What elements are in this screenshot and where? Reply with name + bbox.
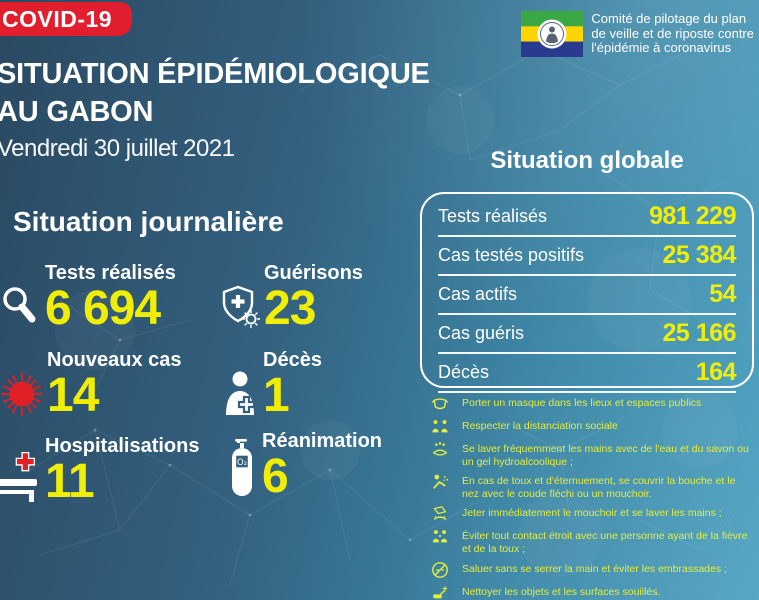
row-label: Cas actifs <box>438 284 518 304</box>
stat-tests-realises: Tests réalisés 6 694 <box>0 262 176 333</box>
committee-text-line2: de veille et de riposte contre <box>591 25 754 41</box>
covid-19-banner-label: COVID-19 <box>2 5 113 32</box>
covid-19-banner: COVID-19 <box>0 2 133 36</box>
table-row: Tests réalisés 981 229 <box>438 198 736 237</box>
stat-value: 11 <box>45 455 95 508</box>
measure-text: Nettoyer les objets et les surfaces soui… <box>462 585 661 598</box>
stat-value: 6 694 <box>45 282 161 335</box>
row-value: 54 <box>709 280 736 308</box>
list-item: Porter un masque dans les lieux et espac… <box>431 397 757 413</box>
shield-cross-virus-icon <box>222 285 261 329</box>
stat-nouveaux-cas: Nouveaux cas 14 <box>0 349 182 420</box>
measure-text: En cas de toux et d'éternuement, se couv… <box>462 475 736 500</box>
mask-icon <box>431 398 449 410</box>
list-item: Nettoyer les objets et les surfaces soui… <box>431 586 757 600</box>
committee-text-line1: Comité de pilotage du plan <box>591 10 747 26</box>
report-date: Vendredi 30 juillet 2021 <box>0 134 235 162</box>
measure-text: Éviter tout contact étroit avec une pers… <box>462 530 748 555</box>
row-label: Tests réalisés <box>438 206 548 226</box>
global-stats-table: Tests réalisés 981 229 Cas testés positi… <box>420 192 754 393</box>
hand-washing-icon <box>432 442 448 456</box>
stat-value: 23 <box>264 282 316 335</box>
prevention-measures-list: Porter un masque dans les lieux et espac… <box>431 397 757 600</box>
person-cross-icon <box>226 371 256 415</box>
tissue-disposal-icon <box>433 506 447 521</box>
cough-elbow-icon <box>433 474 449 490</box>
stat-label: Tests réalisés <box>45 262 176 284</box>
stat-label: Nouveaux cas <box>47 349 182 371</box>
measure-text: Porter un masque dans les lieux et espac… <box>462 397 702 409</box>
stat-value: 14 <box>47 369 99 422</box>
list-item: Éviter tout contact étroit avec une pers… <box>431 530 757 555</box>
oxygen-tank-icon: O₂ <box>232 439 252 496</box>
list-item: Saluer sans se serrer la main et éviter … <box>431 561 757 579</box>
gabon-flag-seal-logo <box>521 11 584 57</box>
stat-label: Guérisons <box>264 262 363 284</box>
stat-deces: Décès 1 <box>224 349 322 420</box>
no-handshake-icon <box>432 561 448 578</box>
stat-label: Réanimation <box>262 430 383 452</box>
stat-value: 1 <box>263 369 290 422</box>
table-row: Cas actifs 54 <box>438 276 736 315</box>
row-value: 25 166 <box>662 319 737 347</box>
main-title: SITUATION ÉPIDÉMIOLOGIQUE AU GABON Vendr… <box>0 56 430 163</box>
row-value: 25 384 <box>662 241 737 269</box>
avoid-contact-icon <box>432 530 448 543</box>
stat-hospitalisations: Hospitalisations 11 <box>0 435 199 506</box>
committee-text: Comité de pilotage du plan de veille et … <box>591 10 754 56</box>
magnifier-icon <box>3 287 36 323</box>
stat-value: 6 <box>262 450 289 503</box>
row-label: Cas testés positifs <box>438 245 585 265</box>
virus-icon <box>1 372 43 416</box>
measure-text: Saluer sans se serrer la main et éviter … <box>462 562 727 575</box>
daily-section-heading: Situation journalière <box>13 206 284 237</box>
list-item: Se laver fréquemment les mains avec de l… <box>431 442 757 468</box>
table-row: Cas testés positifs 25 384 <box>438 237 737 276</box>
measure-text: Se laver fréquemment les mains avec de l… <box>462 443 749 468</box>
stat-label: Décès <box>263 349 322 371</box>
hospital-bed-icon <box>0 451 37 502</box>
social-distancing-icon <box>432 420 448 433</box>
table-row: Cas guéris 25 166 <box>438 315 737 354</box>
table-row: Décès 164 <box>438 354 737 393</box>
clean-surfaces-icon <box>433 585 448 598</box>
global-section-heading: Situation globale <box>490 147 684 174</box>
stat-reanimation: O₂ Réanimation 6 <box>229 430 382 501</box>
row-label: Décès <box>438 362 490 382</box>
committee-header: Comité de pilotage du plan de veille et … <box>521 11 754 57</box>
stat-label: Hospitalisations <box>45 435 200 457</box>
title-line1: SITUATION ÉPIDÉMIOLOGIQUE <box>0 58 430 90</box>
row-value: 981 229 <box>649 202 736 230</box>
svg-text:O₂: O₂ <box>237 458 247 468</box>
row-value: 164 <box>695 358 737 386</box>
list-item: En cas de toux et d'éternuement, se couv… <box>431 474 757 500</box>
list-item: Jeter immédiatement le mouchoir et se la… <box>431 506 757 523</box>
committee-text-line3: l'épidémie à coronavirus <box>591 40 732 56</box>
title-line2: AU GABON <box>0 95 154 128</box>
measure-text: Respecter la distanciation sociale <box>462 420 618 432</box>
row-label: Cas guéris <box>438 323 525 343</box>
measure-text: Jeter immédiatement le mouchoir et se la… <box>462 507 722 520</box>
stat-guerisons: Guérisons 23 <box>221 262 363 333</box>
list-item: Respecter la distanciation sociale <box>431 420 757 436</box>
